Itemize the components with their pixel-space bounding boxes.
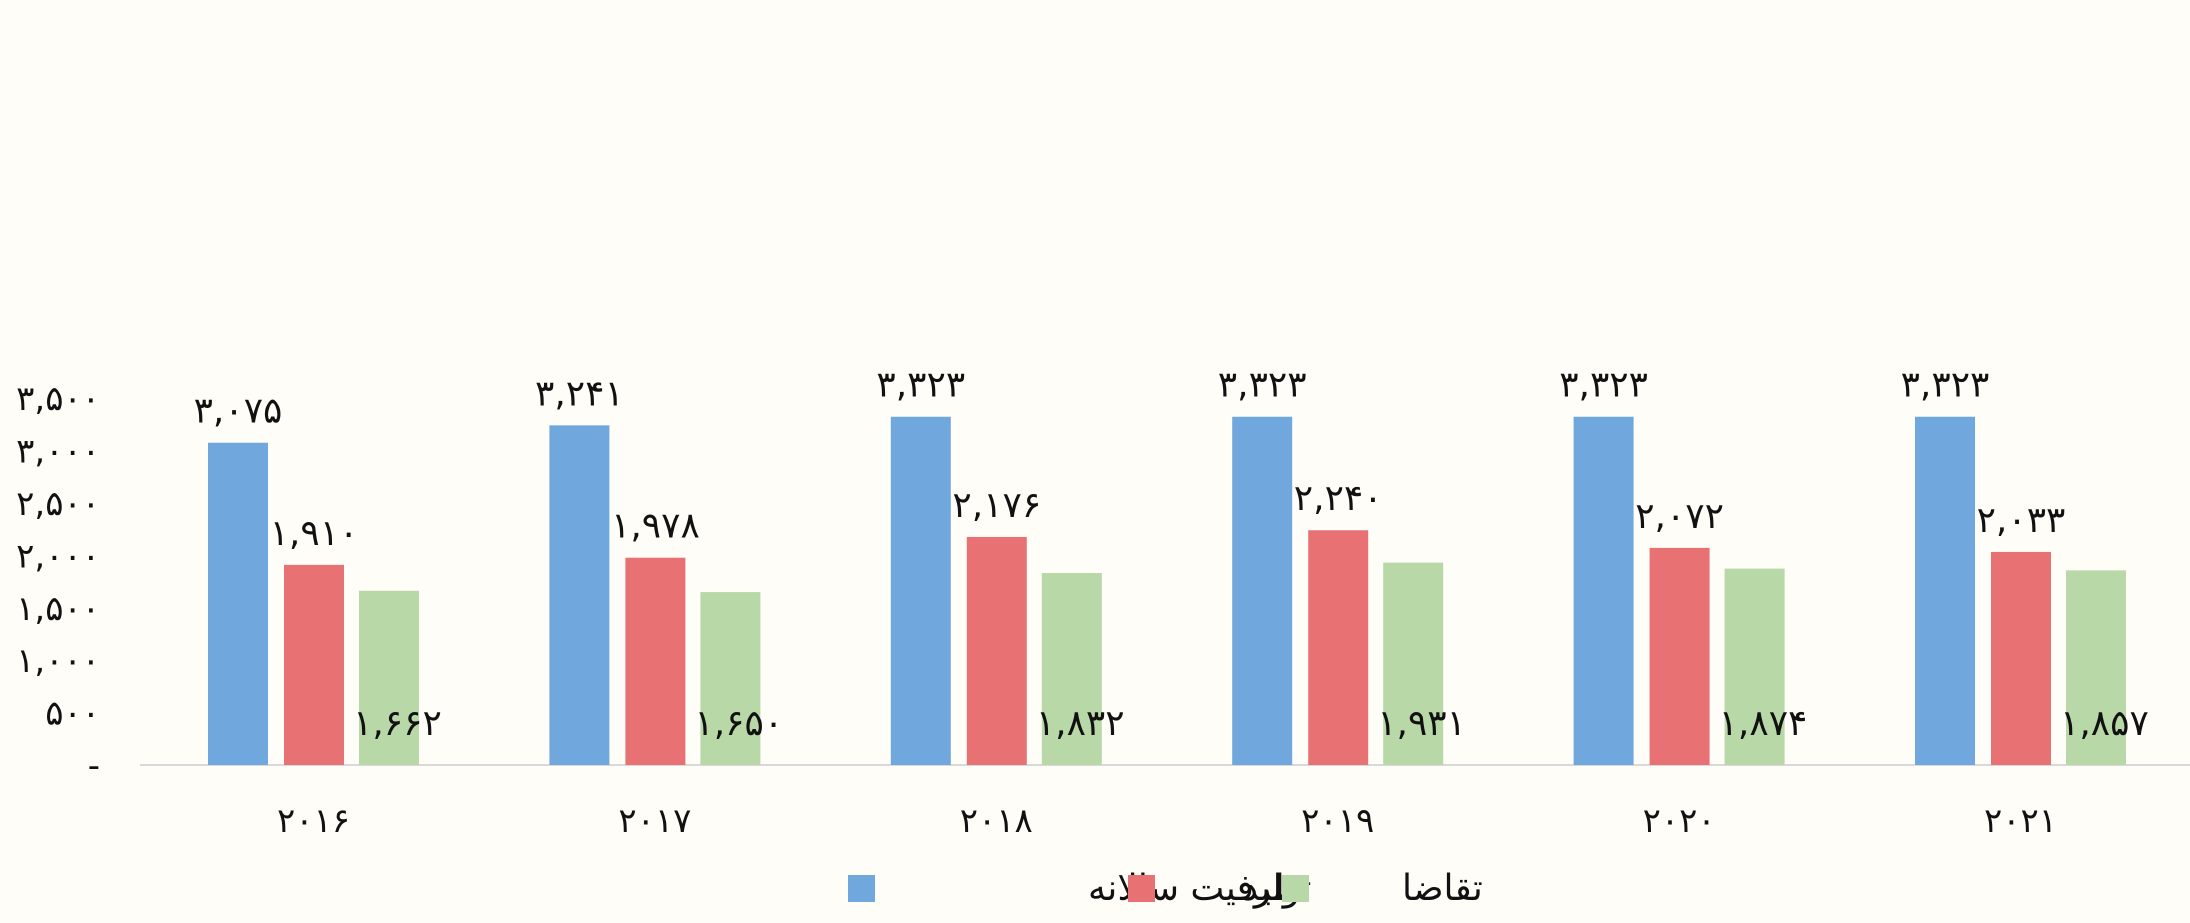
y-tick-label: ۲,۰۰۰ [16, 536, 100, 576]
data-label-series-1-0: ۳,۰۷۵ [194, 391, 283, 432]
x-tick-label: ۲۰۱۷ [618, 801, 691, 841]
data-label-series-3-4: ۱,۸۷۴ [1719, 703, 1808, 744]
data-labels: ۳,۰۷۵ ۳,۲۴۱ ۳,۳۲۳ ۳,۳۲۳ ۳,۳۲۳ ۳,۳۲۳ ۱,۹۱۰ ۱,۹۷۸… [194, 365, 2149, 744]
data-label-series-2-3: ۲,۲۴۰ [1294, 478, 1383, 519]
y-tick-label: ۲,۵۰۰ [16, 484, 100, 524]
data-label-series-2-4: ۲,۰۷۲ [1635, 496, 1724, 537]
y-tick-label: - [88, 746, 100, 786]
x-axis: ۲۰۱۶ ۲۰۱۷ ۲۰۱۸ ۲۰۱۹ ۲۰۲۰ ۲۰۲۱ [277, 801, 2057, 841]
bar-series-3-0 [359, 590, 419, 765]
x-tick-label: ۲۰۲۰ [1643, 801, 1716, 841]
bar-series-1-4 [1573, 416, 1634, 765]
bar-series-1-1 [549, 425, 610, 765]
data-label-series-3-2: ۱,۸۳۲ [1036, 703, 1125, 744]
bar-series-3-2 [1041, 573, 1102, 765]
y-tick-label: ۳,۵۰۰ [16, 379, 100, 419]
data-label-series-2-1: ۱,۹۷۸ [611, 506, 700, 547]
data-label-series-1-1: ۳,۲۴۱ [535, 373, 624, 414]
legend-swatch-series-1 [848, 875, 875, 902]
y-tick-label: ۱,۰۰۰ [16, 641, 100, 681]
data-label-series-3-3: ۱,۹۳۱ [1377, 703, 1466, 744]
bar-series-1-3 [1232, 416, 1293, 765]
x-tick-label: ۲۰۱۶ [277, 801, 350, 841]
bar-series-3-3 [1383, 562, 1444, 765]
data-label-series-1-2: ۳,۳۲۳ [876, 365, 965, 406]
bar-series-3-5 [2066, 570, 2126, 765]
legend-swatch-series-2 [1128, 875, 1155, 902]
y-tick-label: ۳,۰۰۰ [16, 432, 100, 472]
data-label-series-1-4: ۳,۳۲۳ [1559, 365, 1648, 406]
bar-series-2-0 [284, 564, 344, 765]
bar-series-2-4 [1649, 547, 1710, 765]
legend-swatch-series-3 [1282, 875, 1309, 902]
data-label-series-2-2: ۲,۱۷۶ [952, 485, 1041, 526]
bar-series-2-3 [1308, 530, 1369, 765]
bar-series-1-2 [890, 416, 951, 765]
bar-series-2-5 [1991, 551, 2051, 765]
y-tick-label: ۱,۵۰۰ [16, 589, 100, 629]
bar-series-2-1 [625, 557, 686, 765]
y-tick-label: ۵۰۰ [45, 694, 100, 734]
y-axis: - ۵۰۰ ۱,۰۰۰ ۱,۵۰۰ ۲,۰۰۰ ۲,۵۰۰ ۳,۰۰۰ ۳,۵۰۰ [16, 379, 100, 786]
data-label-series-1-3: ۳,۳۲۳ [1218, 365, 1307, 406]
bar-series-3-1 [700, 592, 761, 765]
x-tick-label: ۲۰۱۹ [1301, 801, 1374, 841]
data-label-series-1-5: ۳,۳۲۳ [1901, 365, 1990, 406]
legend-label-series-1: ظرفیت سالانه [1088, 868, 1302, 909]
bar-series-3-4 [1724, 568, 1785, 765]
x-tick-label: ۲۰۱۸ [960, 801, 1033, 841]
data-label-series-3-5: ۱,۸۵۷ [2060, 703, 2149, 744]
bar-series-2-2 [966, 536, 1027, 765]
legend-label-series-3: تقاضا [1402, 868, 1483, 909]
bars [208, 416, 2126, 765]
data-label-series-2-5: ۲,۰۳۳ [1977, 500, 2066, 541]
data-label-series-2-0: ۱,۹۱۰ [270, 513, 359, 554]
x-tick-label: ۲۰۲۱ [1984, 801, 2057, 841]
data-label-series-3-1: ۱,۶۵۰ [694, 703, 783, 744]
bar-series-1-0 [208, 442, 268, 765]
bar-series-1-5 [1915, 416, 1975, 765]
data-label-series-3-0: ۱,۶۶۲ [353, 703, 442, 744]
